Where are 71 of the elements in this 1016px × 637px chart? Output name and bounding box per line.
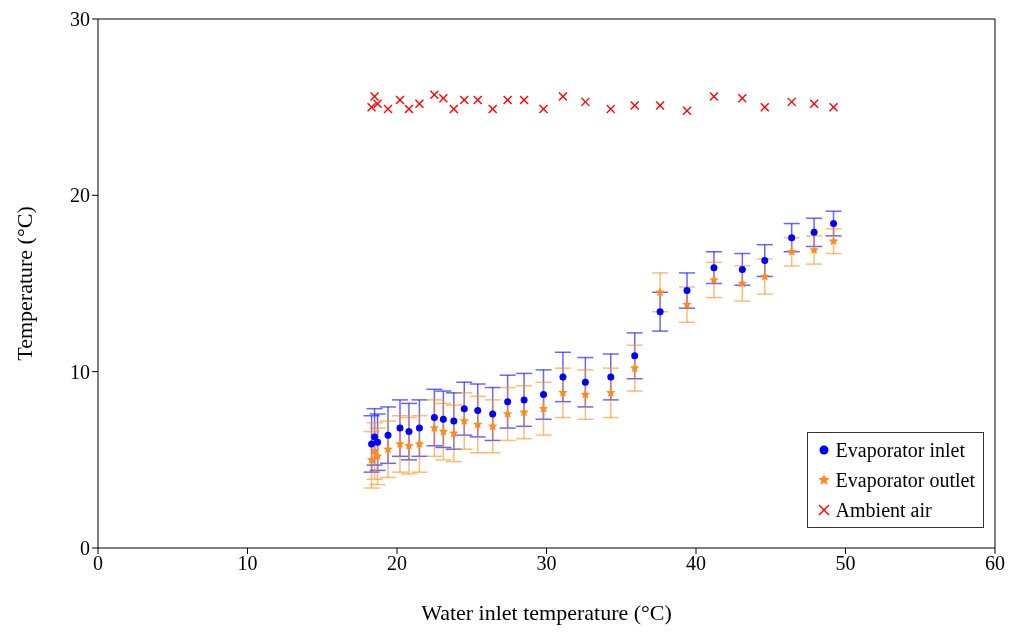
point — [581, 378, 589, 386]
point — [450, 417, 458, 425]
point — [682, 299, 692, 309]
point — [415, 424, 423, 432]
point — [538, 403, 549, 413]
point — [520, 396, 528, 404]
point — [830, 220, 838, 228]
x-tick-label: 60 — [985, 552, 1005, 575]
y-tick-label: 10 — [70, 360, 90, 383]
point — [502, 408, 513, 419]
point — [489, 410, 497, 418]
point — [414, 438, 425, 449]
point — [631, 352, 639, 360]
point — [738, 265, 746, 273]
point — [368, 440, 376, 448]
point — [374, 438, 382, 446]
point — [371, 433, 379, 441]
legend-label: Ambient air — [835, 498, 932, 523]
point — [430, 414, 438, 422]
point — [828, 236, 839, 246]
x-tick-label: 50 — [835, 552, 856, 575]
point — [788, 234, 796, 242]
point — [504, 398, 512, 406]
point — [809, 245, 819, 255]
y-tick-label: 20 — [70, 184, 90, 207]
x-axis-title: Water inlet temperature (°C) — [421, 600, 672, 625]
point — [405, 428, 413, 436]
point — [559, 373, 567, 381]
point — [655, 287, 665, 297]
point — [384, 431, 392, 439]
point — [710, 264, 718, 272]
x-tick-label: 10 — [237, 552, 258, 575]
point — [438, 426, 449, 436]
point — [460, 405, 468, 413]
point — [606, 387, 616, 397]
point — [372, 451, 383, 461]
point — [760, 271, 770, 281]
x-tick-label: 40 — [686, 552, 706, 575]
point — [396, 424, 404, 432]
point — [737, 278, 748, 288]
y-tick-label: 30 — [70, 8, 90, 31]
point — [629, 363, 640, 373]
point — [580, 389, 591, 399]
x-tick-label: 20 — [387, 552, 407, 575]
point — [709, 274, 719, 285]
point — [449, 428, 459, 438]
point — [683, 287, 691, 295]
point — [472, 419, 483, 429]
point — [558, 387, 568, 397]
point — [540, 391, 548, 399]
y-axis-title: Temperature (°C) — [11, 206, 37, 361]
point — [487, 421, 498, 431]
point — [404, 440, 414, 450]
point — [786, 246, 797, 256]
y-tick-label: 0 — [80, 537, 90, 560]
x-tick-label: 30 — [536, 552, 557, 575]
point — [429, 423, 440, 433]
point — [459, 416, 470, 426]
point — [810, 228, 818, 236]
point — [519, 407, 529, 417]
legend-label: Evaporator outlet — [835, 468, 975, 494]
point — [383, 444, 393, 454]
point — [366, 454, 377, 464]
point — [395, 438, 405, 449]
point — [474, 406, 482, 414]
point — [607, 373, 615, 381]
point — [369, 446, 380, 456]
legend-label: Evaporator inlet — [835, 438, 965, 464]
point — [656, 308, 664, 316]
point — [761, 257, 769, 265]
point — [439, 415, 447, 423]
